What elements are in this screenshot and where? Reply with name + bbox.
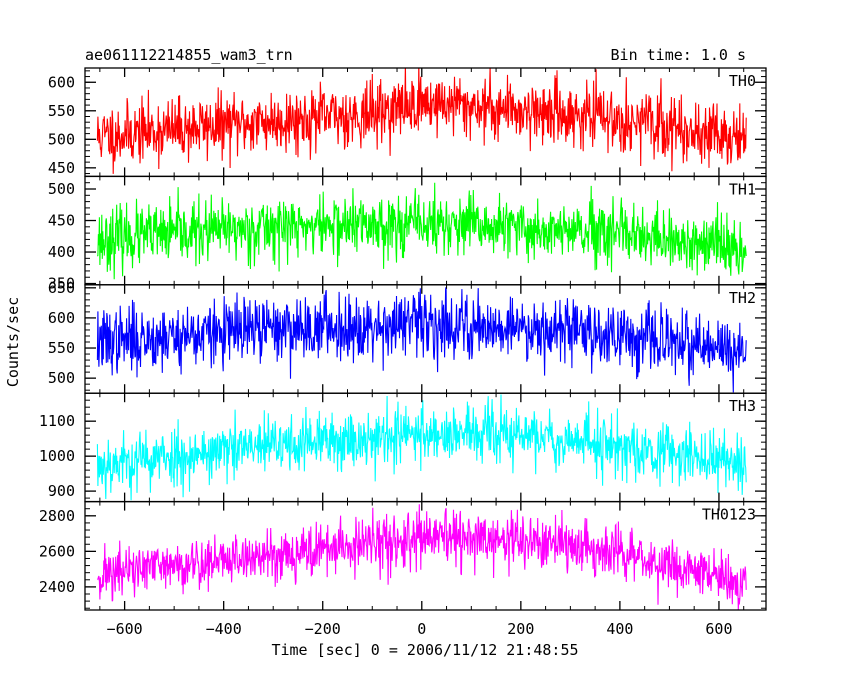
- y-axis-label: Counts/sec: [4, 297, 22, 387]
- series-th1-line: [96, 182, 747, 280]
- y-tick-label: 450: [48, 212, 75, 230]
- panel-name-label: TH3: [729, 397, 756, 415]
- y-tick-label: 550: [48, 339, 75, 357]
- y-tick-label: 450: [48, 159, 75, 177]
- y-tick-label: 1100: [39, 412, 75, 430]
- y-tick-label: 2800: [39, 507, 75, 525]
- x-tick-label: −600: [107, 620, 143, 638]
- y-tick-label: 2400: [39, 578, 75, 596]
- y-tick-label: 500: [48, 369, 75, 387]
- y-tick-label: 500: [48, 130, 75, 148]
- x-axis-label: Time [sec] 0 = 2006/11/12 21:48:55: [271, 641, 578, 659]
- x-tick-label: 0: [417, 620, 426, 638]
- y-tick-label: 600: [48, 73, 75, 91]
- x-axis: −600 −400 −200 0 200 400 600: [107, 620, 733, 638]
- panels-group: 450 500 550 600 TH0 350 400 450 500 TH1 500 550 600 6…: [39, 67, 767, 611]
- y-tick-label: 1000: [39, 447, 75, 465]
- series-th3-line: [96, 394, 747, 501]
- chart-title-left: ae061112214855_wam3_trn: [85, 46, 293, 64]
- y-tick-label: 650: [48, 279, 75, 297]
- panel-th2: 500 550 600 650 TH2: [48, 279, 767, 394]
- chart-title-right: Bin time: 1.0 s: [611, 46, 746, 64]
- y-tick-label: 400: [48, 243, 75, 261]
- panel-name-label: TH2: [729, 289, 756, 307]
- panel-th1: 350 400 450 500 TH1: [48, 175, 767, 293]
- y-tick-label: 350: [48, 275, 75, 293]
- panel-name-label: TH0123: [702, 506, 756, 524]
- panel-frame: [84, 500, 767, 611]
- x-tick-label: 600: [705, 620, 732, 638]
- y-tick-label: 500: [48, 180, 75, 198]
- panel-name-label: TH0: [729, 72, 756, 90]
- x-tick-label: −400: [206, 620, 242, 638]
- series-th0123-line: [96, 504, 747, 611]
- series-th0-line: [96, 68, 747, 174]
- y-tick-label: 900: [48, 482, 75, 500]
- y-tick-label: 600: [48, 309, 75, 327]
- x-tick-label: 200: [507, 620, 534, 638]
- x-tick-label: −200: [305, 620, 341, 638]
- panel-th3: 900 1000 1100 TH3: [39, 392, 767, 503]
- series-th2-line: [96, 287, 747, 393]
- x-tick-label: 400: [606, 620, 633, 638]
- panel-th0: 450 500 550 600 TH0: [48, 67, 767, 178]
- y-tick-label: 2600: [39, 542, 75, 560]
- panel-th0123: 2400 2600 2800 TH0123: [39, 500, 767, 611]
- panel-name-label: TH1: [729, 180, 756, 198]
- y-tick-label: 550: [48, 102, 75, 120]
